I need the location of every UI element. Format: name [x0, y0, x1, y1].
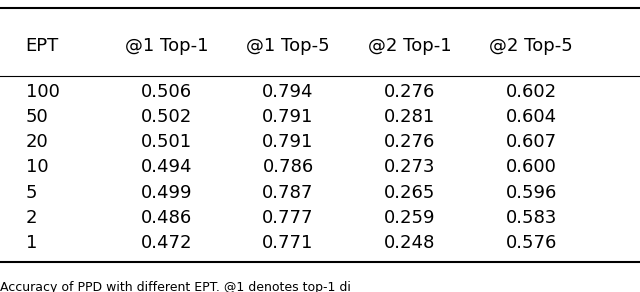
- Text: 0.265: 0.265: [384, 184, 435, 201]
- Text: 0.777: 0.777: [262, 209, 314, 227]
- Text: 0.501: 0.501: [141, 133, 192, 151]
- Text: 0.583: 0.583: [506, 209, 557, 227]
- Text: 0.600: 0.600: [506, 158, 557, 176]
- Text: 0.494: 0.494: [141, 158, 192, 176]
- Text: 20: 20: [26, 133, 49, 151]
- Text: 0.771: 0.771: [262, 234, 314, 252]
- Text: 0.791: 0.791: [262, 108, 314, 126]
- Text: 0.787: 0.787: [262, 184, 314, 201]
- Text: 0.472: 0.472: [141, 234, 192, 252]
- Text: @1 Top-5: @1 Top-5: [246, 37, 330, 55]
- Text: 0.248: 0.248: [384, 234, 435, 252]
- Text: 0.794: 0.794: [262, 83, 314, 101]
- Text: 2: 2: [26, 209, 37, 227]
- Text: 100: 100: [26, 83, 60, 101]
- Text: @2 Top-5: @2 Top-5: [490, 37, 573, 55]
- Text: 1: 1: [26, 234, 37, 252]
- Text: 0.786: 0.786: [262, 158, 314, 176]
- Text: 0.502: 0.502: [141, 108, 192, 126]
- Text: 10: 10: [26, 158, 48, 176]
- Text: 0.273: 0.273: [384, 158, 435, 176]
- Text: 50: 50: [26, 108, 49, 126]
- Text: EPT: EPT: [26, 37, 59, 55]
- Text: 0.281: 0.281: [384, 108, 435, 126]
- Text: 0.486: 0.486: [141, 209, 192, 227]
- Text: 0.506: 0.506: [141, 83, 192, 101]
- Text: 0.499: 0.499: [141, 184, 192, 201]
- Text: 0.576: 0.576: [506, 234, 557, 252]
- Text: 5: 5: [26, 184, 37, 201]
- Text: 0.259: 0.259: [384, 209, 435, 227]
- Text: @1 Top-1: @1 Top-1: [125, 37, 208, 55]
- Text: 0.602: 0.602: [506, 83, 557, 101]
- Text: @2 Top-1: @2 Top-1: [368, 37, 451, 55]
- Text: 0.276: 0.276: [384, 133, 435, 151]
- Text: 0.596: 0.596: [506, 184, 557, 201]
- Text: 0.276: 0.276: [384, 83, 435, 101]
- Text: Accuracy of PPD with different EPT. @1 denotes top-1 di: Accuracy of PPD with different EPT. @1 d…: [0, 281, 351, 292]
- Text: 0.791: 0.791: [262, 133, 314, 151]
- Text: 0.604: 0.604: [506, 108, 557, 126]
- Text: 0.607: 0.607: [506, 133, 557, 151]
